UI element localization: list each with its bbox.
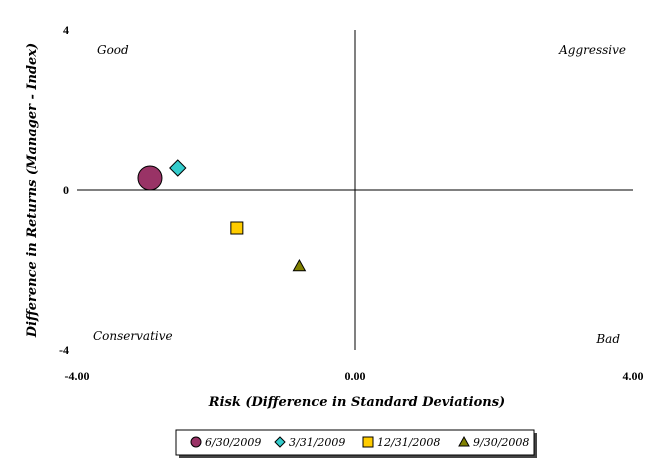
legend: 6/30/2009 3/31/2009 12/31/2008 9/30/2008 <box>175 429 537 458</box>
plot-area <box>77 30 633 350</box>
y-tick-label: -4 <box>59 343 69 357</box>
quadrant-label-bad: Bad <box>595 332 620 346</box>
quadrant-label-conservative: Conservative <box>93 329 173 343</box>
legend-marker-circle <box>190 436 202 448</box>
data-point-diamond <box>169 159 187 177</box>
quadrant-label-aggressive: Aggressive <box>558 43 626 57</box>
legend-items: 6/30/2009 3/31/2009 12/31/2008 9/30/2008 <box>190 435 529 449</box>
legend-label: 9/30/2008 <box>473 436 529 449</box>
quadrant-label-good: Good <box>97 43 129 57</box>
x-axis-title: Risk (Difference in Standard Deviations) <box>208 395 505 410</box>
x-tick-label: 4.00 <box>623 369 644 383</box>
legend-label: 6/30/2009 <box>205 436 261 449</box>
data-point-triangle <box>292 258 307 272</box>
legend-box <box>175 429 535 456</box>
x-tick-label: 0.00 <box>345 369 366 383</box>
data-point-square <box>230 221 244 235</box>
legend-marker-diamond <box>274 436 286 448</box>
legend-marker-triangle <box>458 435 470 447</box>
y-axis-title: Difference in Returns (Manager - Index) <box>25 43 40 338</box>
legend-label: 3/31/2009 <box>289 436 345 449</box>
legend-marker-square <box>362 436 374 448</box>
legend-label: 12/31/2008 <box>377 436 440 449</box>
data-markers <box>137 159 307 272</box>
data-point-circle <box>137 165 163 191</box>
x-tick-label: -4.00 <box>65 369 90 383</box>
y-tick-label: 4 <box>63 23 69 37</box>
y-tick-label: 0 <box>63 183 69 197</box>
